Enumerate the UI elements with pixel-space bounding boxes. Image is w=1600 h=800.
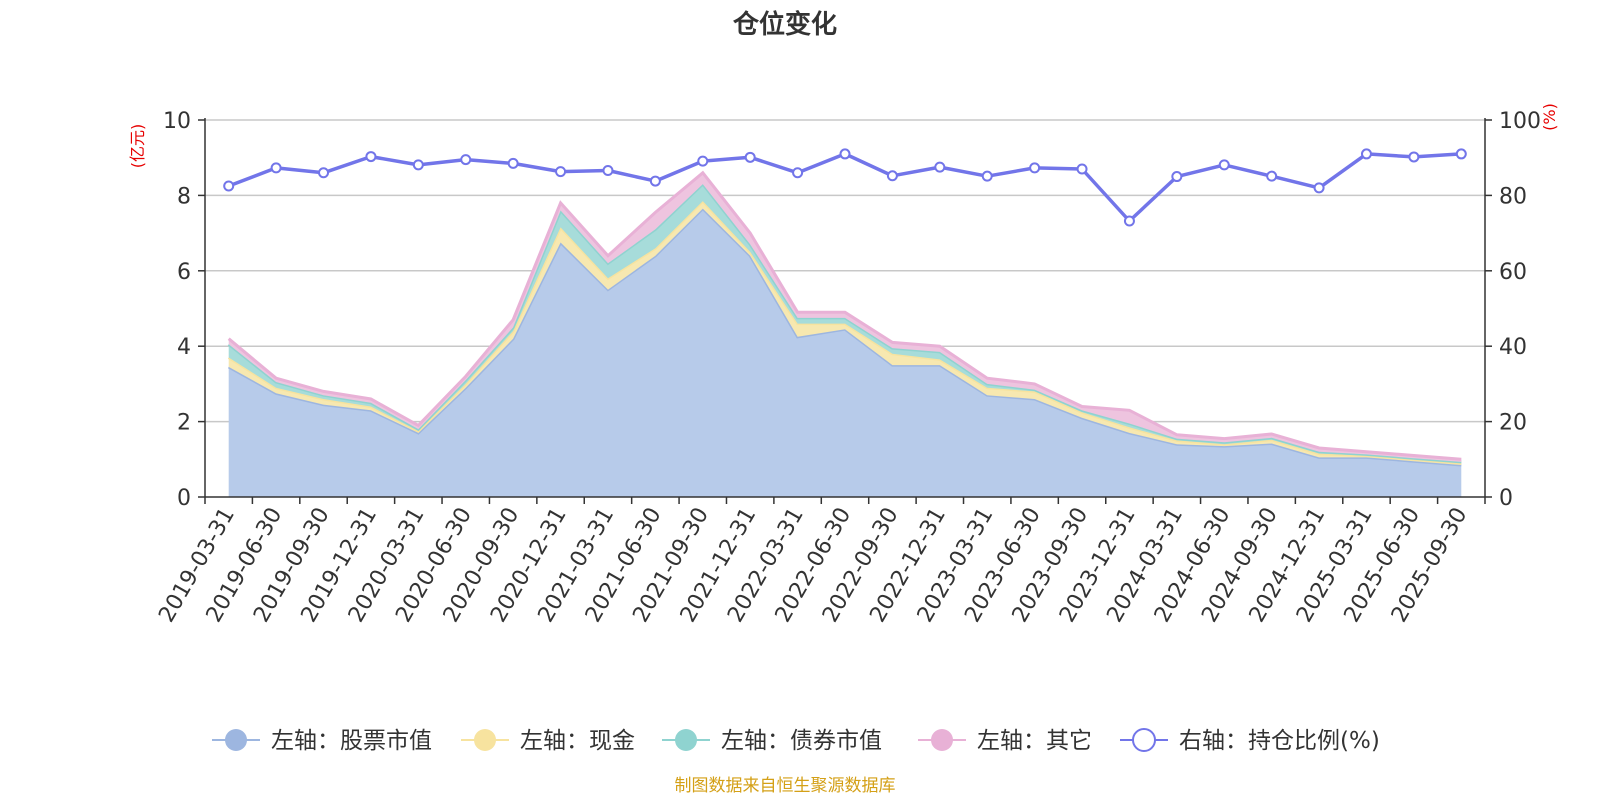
right-axis-label: (%) bbox=[1540, 103, 1559, 131]
right-tick-label: 40 bbox=[1499, 335, 1527, 360]
left-tick-label: 4 bbox=[177, 335, 191, 360]
ratio-point bbox=[318, 167, 330, 179]
legend-label: 左轴：现金 bbox=[520, 728, 635, 754]
ratio-point bbox=[981, 170, 993, 182]
ratio-point bbox=[555, 166, 567, 178]
area-左轴：其它 bbox=[228, 172, 1462, 462]
ratio-point bbox=[412, 159, 424, 171]
legend-label: 右轴：持仓比例(%) bbox=[1179, 728, 1380, 754]
ratio-point bbox=[1029, 162, 1041, 174]
legend: 左轴：股票市值 左轴：现金 左轴：债券市值 左轴：其它 右轴：持仓比例(%) bbox=[212, 728, 1380, 754]
ratio-point bbox=[1408, 151, 1420, 163]
left-axis-label: (亿元) bbox=[128, 124, 147, 169]
ratio-point bbox=[602, 165, 614, 177]
ratio-point bbox=[1218, 159, 1230, 171]
ratio-point bbox=[1455, 148, 1467, 160]
legend-marker bbox=[931, 729, 953, 751]
legend-label: 左轴：其它 bbox=[977, 728, 1092, 754]
right-tick-label: 20 bbox=[1499, 411, 1527, 436]
ratio-point bbox=[507, 157, 519, 169]
legend-marker bbox=[474, 729, 496, 751]
ratio-point bbox=[886, 170, 898, 182]
left-tick-label: 10 bbox=[163, 109, 191, 134]
area-左轴：债券市值 bbox=[228, 184, 1462, 464]
legend-marker bbox=[675, 729, 697, 751]
area-edge-左轴：其它 bbox=[227, 170, 1462, 461]
ratio-point bbox=[1360, 148, 1372, 160]
ratio-point bbox=[744, 151, 756, 163]
position-ratio-line bbox=[223, 148, 1467, 227]
right-tick-label: 80 bbox=[1499, 184, 1527, 209]
ratio-point bbox=[1266, 170, 1278, 182]
left-tick-label: 0 bbox=[177, 486, 191, 511]
legend-label: 左轴：债券市值 bbox=[721, 728, 882, 754]
left-tick-label: 6 bbox=[177, 260, 191, 285]
ratio-point bbox=[792, 167, 804, 179]
ratio-point bbox=[223, 180, 235, 192]
ratio-point bbox=[270, 162, 282, 174]
ratio-point bbox=[1076, 163, 1088, 175]
left-tick-label: 2 bbox=[177, 411, 191, 436]
ratio-point bbox=[697, 155, 709, 167]
chart-title: 仓位变化 bbox=[732, 9, 837, 40]
ratio-point bbox=[365, 151, 377, 163]
ratio-point bbox=[460, 154, 472, 166]
ratio-point bbox=[934, 161, 946, 173]
ratio-point bbox=[1313, 182, 1325, 194]
ratio-point bbox=[1123, 215, 1135, 227]
right-tick-label: 0 bbox=[1499, 486, 1513, 511]
right-tick-label: 100 bbox=[1499, 109, 1541, 134]
area-左轴：股票市值 bbox=[228, 208, 1462, 497]
left-tick-label: 8 bbox=[177, 184, 191, 209]
footer-source: 制图数据来自恒生聚源数据库 bbox=[675, 776, 896, 796]
legend-marker bbox=[225, 729, 247, 751]
ratio-point bbox=[839, 148, 851, 160]
legend-label: 左轴：股票市值 bbox=[271, 728, 432, 754]
right-tick-label: 60 bbox=[1499, 260, 1527, 285]
stacked-areas bbox=[227, 170, 1462, 497]
ratio-point bbox=[649, 175, 661, 187]
ratio-point bbox=[1171, 171, 1183, 183]
legend-marker-hollow bbox=[1132, 728, 1156, 752]
